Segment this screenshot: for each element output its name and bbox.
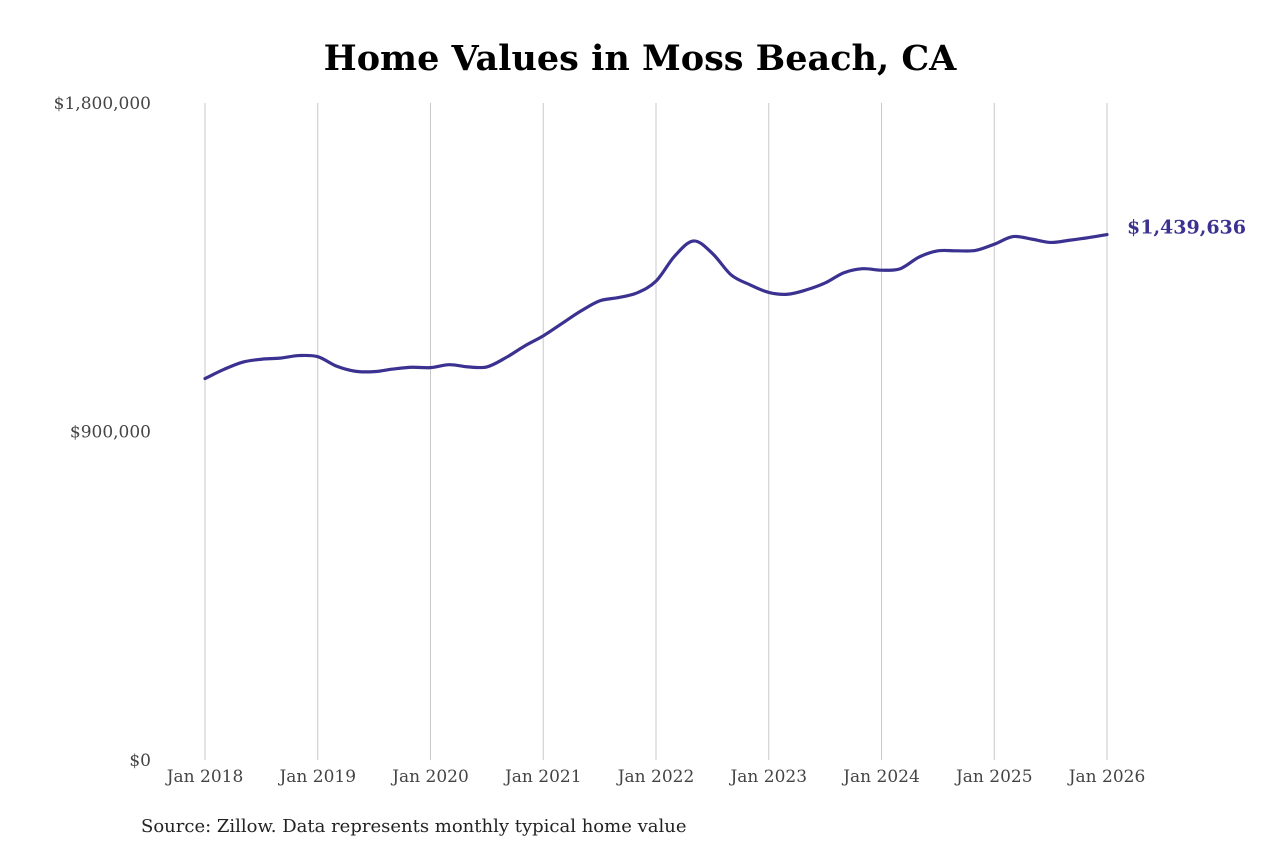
chart-title: Home Values in Moss Beach, CA: [323, 38, 957, 79]
end-value-label: $1,439,636: [1127, 217, 1246, 239]
source-note: Source: Zillow. Data represents monthly …: [141, 816, 687, 837]
x-tick-label: Jan 2018: [165, 767, 244, 787]
y-tick-label: $1,800,000: [54, 94, 151, 114]
y-tick-label: $900,000: [70, 423, 151, 443]
x-tick-label: Jan 2021: [503, 767, 582, 787]
x-tick-label: Jan 2020: [390, 767, 469, 787]
x-tick-label: Jan 2024: [841, 767, 920, 787]
x-tick-label: Jan 2025: [954, 767, 1033, 787]
x-tick-label: Jan 2019: [277, 767, 356, 787]
grid-lines: [204, 103, 1108, 760]
y-axis-tick-labels: $0 $900,000 $1,800,000: [54, 94, 151, 771]
series-layer: $1,439,636: [203, 217, 1246, 381]
x-axis-tick-labels: Jan 2018 Jan 2019 Jan 2020 Jan 2021 Jan 2022…: [165, 767, 1146, 787]
x-tick-label: Jan 2022: [616, 767, 695, 787]
x-tick-label: Jan 2023: [728, 767, 807, 787]
series-line: [203, 232, 1109, 381]
y-tick-label: $0: [129, 751, 151, 771]
x-tick-label: Jan 2026: [1067, 767, 1146, 787]
